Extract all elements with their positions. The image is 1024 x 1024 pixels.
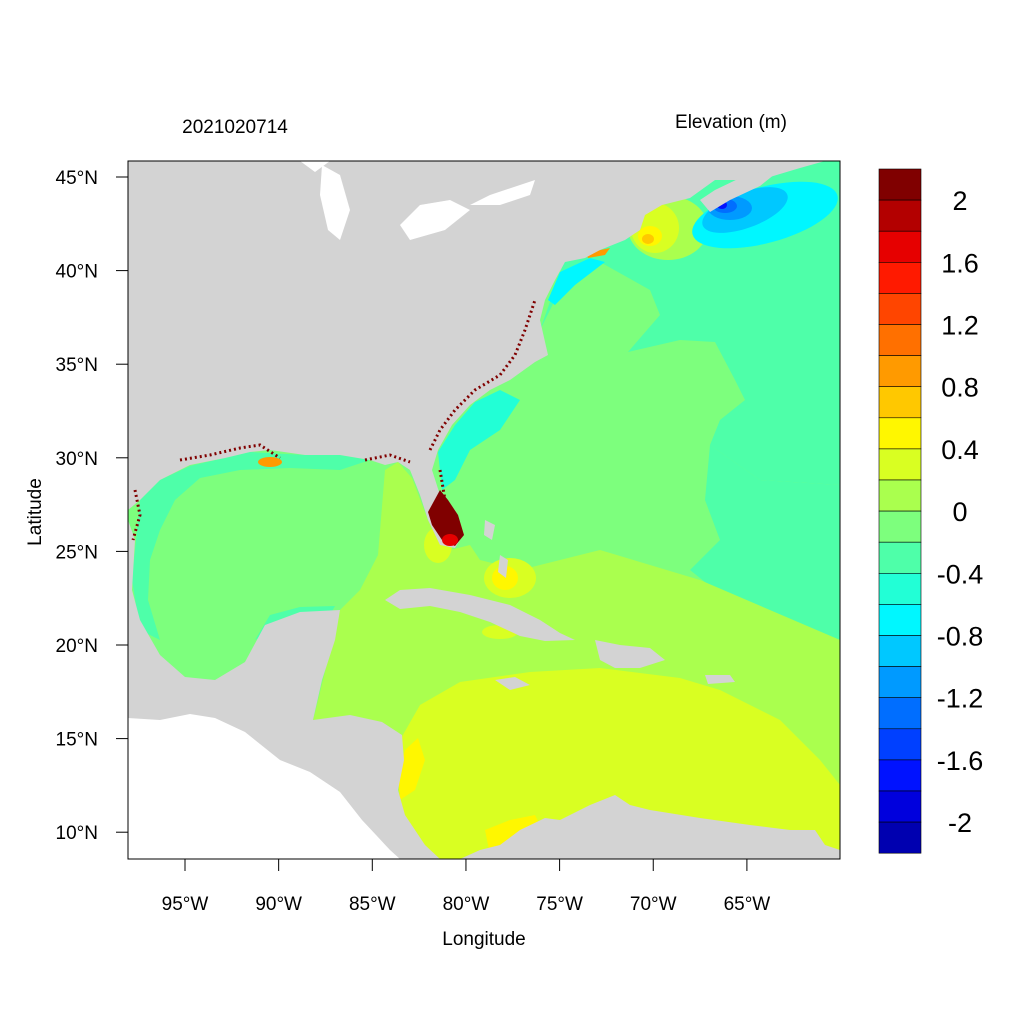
colorbar-box [878, 728, 922, 761]
map-date-title: 2021020714 [182, 117, 288, 138]
land-nova-scotia [700, 172, 775, 212]
colorbar-label: -2 [948, 808, 972, 838]
y-tick-label: 35°N [56, 355, 98, 376]
y-axis-label: Latitude [25, 478, 46, 546]
colorbar-label: -0.4 [937, 559, 984, 589]
y-tick-label: 10°N [56, 823, 98, 844]
colorbar-label: -1.2 [937, 684, 984, 714]
field-maine-orange [642, 234, 654, 244]
y-tick-label: 20°N [56, 636, 98, 657]
colorbar-box [878, 572, 922, 605]
field-cyan-ny [548, 258, 605, 305]
land-bahamas [484, 520, 495, 540]
field-florida-red [442, 534, 458, 546]
field-longisland-orange [586, 248, 610, 258]
land-puerto-rico [705, 675, 735, 684]
coastal-inundation-dots [131, 299, 537, 541]
colorbar-box [878, 355, 922, 388]
y-tick-label: 30°N [56, 449, 98, 470]
colorbar: 2 1.6 1.2 0.8 0.4 0 -0.4 -0.8 -1.2 -1.6 -2 [878, 168, 984, 854]
x-axis: 95°W 90°W 85°W 80°W 75°W 70°W 65°W [162, 859, 771, 915]
land-south-america [460, 795, 840, 859]
colorbar-label: -0.8 [937, 622, 984, 652]
map-frame [127, 160, 841, 860]
colorbar-box [878, 510, 922, 543]
colorbar-box [878, 261, 922, 294]
colorbar-box [878, 479, 922, 512]
land-andros [498, 555, 508, 578]
field-teal-east [690, 445, 840, 640]
x-tick-label: 95°W [162, 894, 209, 915]
colorbar-box [878, 293, 922, 325]
colorbar-box [878, 324, 922, 356]
colorbar-box [878, 448, 922, 481]
pacific-nodata [128, 714, 400, 859]
field-yellowgreen-south [400, 668, 840, 859]
colorbar-label: 0 [952, 497, 967, 527]
x-tick-label: 90°W [255, 894, 302, 915]
great-lakes [300, 161, 535, 240]
colorbar-box [878, 417, 922, 450]
x-tick-label: 80°W [443, 894, 490, 915]
y-tick-label: 15°N [56, 730, 98, 751]
land-hispaniola [595, 640, 665, 668]
field-mississippi-orange [258, 457, 282, 467]
colorbar-box [878, 635, 922, 667]
colorbar-box [878, 386, 922, 419]
colorbar-label: 0.4 [941, 435, 979, 465]
x-axis-label: Longitude [442, 929, 525, 950]
colorbar-box [878, 821, 922, 854]
colorbar-box [878, 168, 922, 201]
field-cyan-georgia [438, 390, 520, 490]
variable-title: Elevation (m) [675, 112, 787, 133]
land-jamaica [495, 677, 530, 690]
map-plot-area [128, 161, 840, 859]
x-tick-label: 65°W [724, 894, 771, 915]
field-yellow-nicaragua [398, 738, 425, 800]
colorbar-label: 1.6 [941, 248, 979, 278]
colorbar-label: 2 [952, 186, 967, 216]
x-tick-label: 70°W [630, 894, 677, 915]
colorbar-box [878, 666, 922, 698]
colorbar-label: 1.2 [941, 311, 979, 341]
x-tick-label: 75°W [536, 894, 583, 915]
y-tick-label: 45°N [56, 168, 98, 189]
y-tick-label: 40°N [56, 262, 98, 283]
colorbar-label: -1.6 [937, 746, 984, 776]
colorbar-label: 0.8 [941, 373, 979, 403]
y-axis: 45°N 40°N 35°N 30°N 25°N 20°N 15°N 10°N [56, 168, 128, 844]
field-florida-surge [428, 490, 464, 546]
land-cuba [385, 588, 575, 641]
colorbar-box [878, 604, 922, 636]
y-tick-label: 25°N [56, 542, 98, 563]
colorbar-box [878, 199, 922, 232]
colorbar-box [878, 230, 922, 263]
colorbar-box [878, 541, 922, 574]
colorbar-box [878, 759, 922, 792]
x-tick-label: 85°W [349, 894, 396, 915]
colorbar-box [878, 697, 922, 730]
colorbar-box [878, 790, 922, 823]
land-north-america [128, 161, 825, 548]
